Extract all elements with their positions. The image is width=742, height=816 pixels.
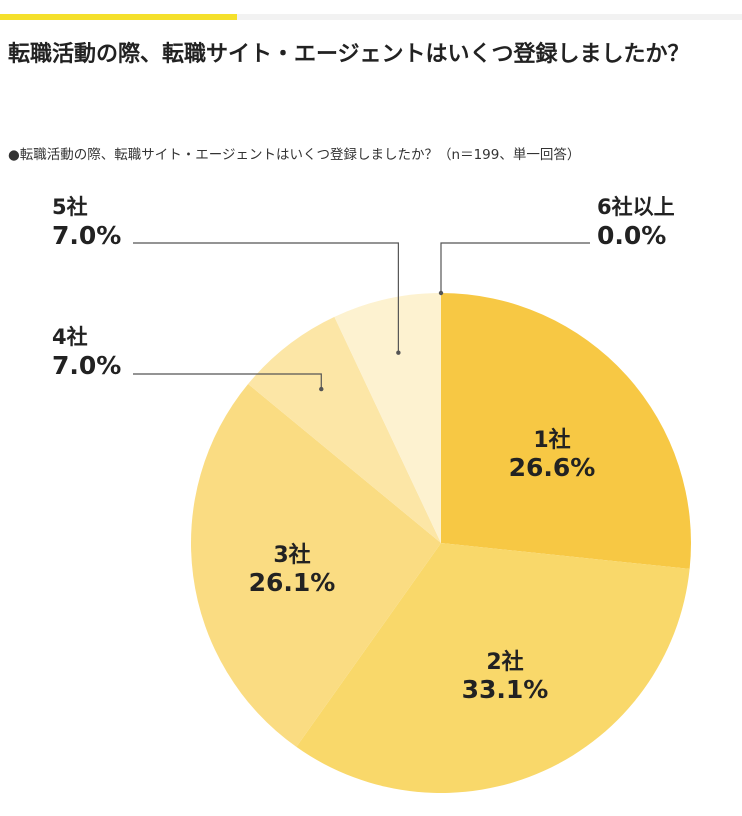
slice-category-label: 5社	[52, 195, 88, 219]
slice-category-label: 2社	[486, 649, 523, 675]
page-title: 転職活動の際、転職サイト・エージェントはいくつ登録しましたか？	[8, 42, 690, 67]
pie-slice	[190, 383, 441, 747]
pie-slices	[190, 293, 691, 793]
slice-value-label: 33.1%	[462, 675, 549, 704]
slice-labels: 1社26.6%2社33.1%3社26.1%4社7.0%5社7.0%6社以上0.0…	[52, 195, 675, 704]
slice-value-label: 7.0%	[52, 351, 121, 380]
leader-line	[440, 242, 590, 293]
pie-slice	[296, 543, 690, 793]
slice-value-label: 26.6%	[509, 453, 596, 482]
pie-slice	[441, 293, 691, 569]
chart-subtitle: ●転職活動の際、転職サイト・エージェントはいくつ登録しましたか？（n＝199、単…	[8, 147, 581, 163]
slice-value-label: 0.0%	[597, 221, 666, 250]
leader-line	[133, 373, 322, 390]
slice-value-label: 7.0%	[52, 221, 121, 250]
top-accent-bar	[0, 14, 742, 20]
slice-category-label: 4社	[52, 325, 88, 349]
leader-line	[133, 242, 399, 353]
slice-category-label: 6社以上	[597, 195, 675, 219]
pie-slice	[334, 293, 441, 543]
slice-category-label: 3社	[273, 542, 310, 568]
slice-value-label: 26.1%	[249, 568, 336, 597]
leader-lines	[133, 242, 590, 392]
slice-category-label: 1社	[533, 427, 570, 453]
top-accent-bar-highlight	[0, 14, 237, 20]
